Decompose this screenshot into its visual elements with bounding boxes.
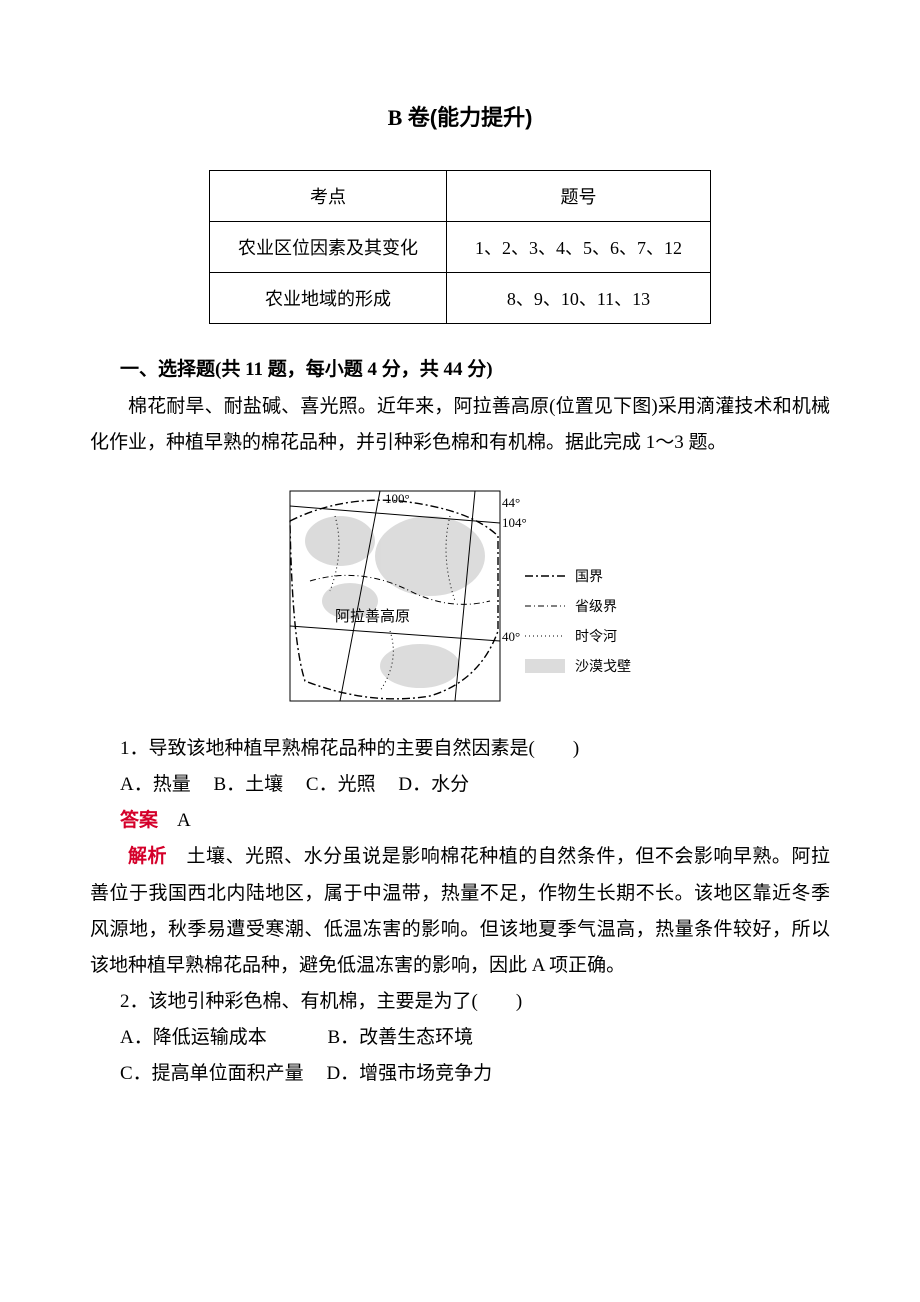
page: B 卷(能力提升) 考点 题号 农业区位因素及其变化 1、2、3、4、5、6、7… [0,0,920,1302]
legend-province: 省级界 [575,599,617,615]
q2-stem: 2．该地引种彩色棉、有机棉，主要是为了( ) [120,984,830,1020]
intro-paragraph: 棉花耐旱、耐盐碱、喜光照。近年来，阿拉善高原(位置见下图)采用滴灌技术和机械化作… [90,389,830,461]
explain-label: 解析 [128,846,167,867]
answer-label: 答案 [120,810,158,831]
legend-river: 时令河 [575,629,617,645]
title-prefix: B 卷 [388,105,430,130]
td-topic: 农业地域的形成 [210,273,447,324]
region-label: 阿拉善高原 [335,608,410,625]
q1-opt-c: C．光照 [306,774,376,795]
q1-stem: 1．导致该地种植早熟棉花品种的主要自然因素是( ) [120,731,830,767]
q1-opt-b: B．土壤 [213,774,283,795]
title-rest: (能力提升) [430,105,533,130]
lon-104-label: 104° [502,515,527,530]
lat-40-label: 40° [502,629,520,644]
q2-opt-b: B．改善生态环境 [328,1027,474,1048]
q1-answer-line: 答案 A [120,803,830,839]
legend-desert: 沙漠戈壁 [575,659,631,675]
q2-opt-d: D．增强市场竞争力 [326,1063,492,1084]
td-number: 1、2、3、4、5、6、7、12 [447,222,711,273]
map-figure: 100° 44° 104° 40° 阿拉善高原 国界 省级界 时令河 沙漠戈壁 [90,481,830,711]
q1-opt-d: D．水分 [398,774,469,795]
map-svg: 100° 44° 104° 40° 阿拉善高原 国界 省级界 时令河 沙漠戈壁 [280,481,640,711]
q1-explanation: 解析 土壤、光照、水分虽说是影响棉花种植的自然条件，但不会影响早熟。阿拉善位于我… [90,839,830,983]
lon-100-label: 100° [385,491,410,506]
table-row: 考点 题号 [210,171,711,222]
q1-options: A．热量 B．土壤 C．光照 D．水分 [120,767,830,803]
th-number: 题号 [447,171,711,222]
q1-opt-a: A．热量 [120,774,191,795]
lat-44-label: 44° [502,495,520,510]
legend-border: 国界 [575,570,603,585]
td-topic: 农业区位因素及其变化 [210,222,447,273]
table-row: 农业地域的形成 8、9、10、11、13 [210,273,711,324]
q2-opt-c: C．提高单位面积产量 [120,1063,304,1084]
table-row: 农业区位因素及其变化 1、2、3、4、5、6、7、12 [210,222,711,273]
section-heading: 一、选择题(共 11 题，每小题 4 分，共 44 分) [120,354,830,381]
th-topic: 考点 [210,171,447,222]
td-number: 8、9、10、11、13 [447,273,711,324]
q2-opt-a: A．降低运输成本 [120,1027,267,1048]
q1-explain-text: 土壤、光照、水分虽说是影响棉花种植的自然条件，但不会影响早熟。阿拉善位于我国西北… [90,846,830,975]
topic-table: 考点 题号 农业区位因素及其变化 1、2、3、4、5、6、7、12 农业地域的形… [209,170,711,324]
page-title: B 卷(能力提升) [90,100,830,132]
q1-answer: A [177,810,191,831]
q2-options-row1: A．降低运输成本 B．改善生态环境 [120,1020,830,1056]
q2-options-row2: C．提高单位面积产量 D．增强市场竞争力 [120,1056,830,1092]
